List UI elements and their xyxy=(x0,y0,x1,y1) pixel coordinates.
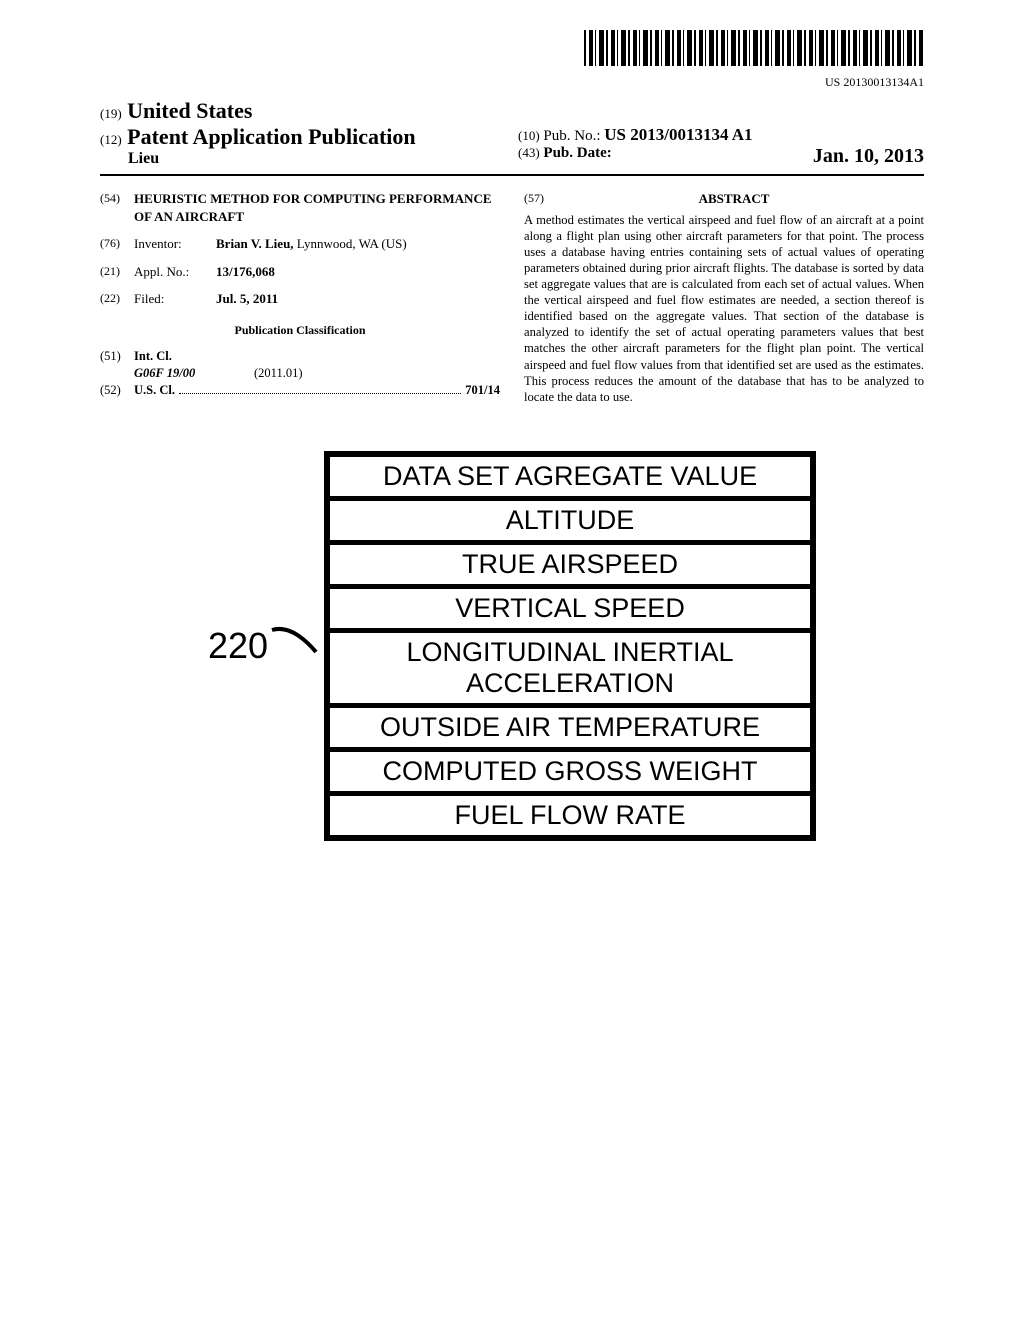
title-code: (54) xyxy=(100,190,134,225)
country-line: (19) United States xyxy=(100,98,506,124)
intcl-label: Int. Cl. xyxy=(134,349,172,363)
appl-code: (21) xyxy=(100,263,134,281)
dotted-leader xyxy=(179,393,461,394)
figure-area: 220 DATA SET AGREGATE VALUE ALTITUDE TRU… xyxy=(100,451,924,841)
abstract-body: A method estimates the vertical airspeed… xyxy=(524,212,924,405)
pubdate-code: (43) xyxy=(518,145,540,160)
appl-entry: (21) Appl. No.: 13/176,068 xyxy=(100,263,500,281)
pubdate-label-group: (43) Pub. Date: xyxy=(518,145,612,168)
inventor-label: Inventor: xyxy=(134,235,216,253)
abstract-header: (57) ABSTRACT xyxy=(524,190,924,212)
table-row: TRUE AIRSPEED xyxy=(330,545,810,589)
patent-page: US 20130013134A1 (19) United States (12)… xyxy=(0,0,1024,901)
filed-code: (22) xyxy=(100,290,134,308)
leader-line-icon xyxy=(274,628,318,664)
intcl-year: (2011.01) xyxy=(254,365,303,382)
pubno-value: US 2013/0013134 A1 xyxy=(604,125,752,144)
pubno-label: Pub. No.: xyxy=(543,128,600,144)
pub-class-heading: Publication Classification xyxy=(100,322,500,338)
pub-type-code: (12) xyxy=(100,132,122,147)
data-set-table: DATA SET AGREGATE VALUE ALTITUDE TRUE AI… xyxy=(324,451,816,841)
inventor-value: Brian V. Lieu, Lynnwood, WA (US) xyxy=(216,235,500,253)
pubdate-line: (43) Pub. Date: Jan. 10, 2013 xyxy=(518,145,924,168)
pubno-code: (10) xyxy=(518,128,540,143)
abstract-code: (57) xyxy=(524,190,544,212)
inventor-name: Brian V. Lieu, xyxy=(216,236,294,251)
appl-value: 13/176,068 xyxy=(216,264,275,279)
uscl-label: U.S. Cl. xyxy=(134,382,175,399)
table-row: ALTITUDE xyxy=(330,501,810,545)
barcode-graphic xyxy=(584,30,924,66)
table-row: COMPUTED GROSS WEIGHT xyxy=(330,752,810,796)
pubdate-label: Pub. Date: xyxy=(543,145,611,161)
barcode-area xyxy=(100,30,924,71)
filed-value: Jul. 5, 2011 xyxy=(216,291,278,306)
table-row: DATA SET AGREGATE VALUE xyxy=(330,457,810,501)
country-code: (19) xyxy=(100,106,122,121)
header-left: (19) United States (12) Patent Applicati… xyxy=(100,98,506,168)
right-column: (57) ABSTRACT A method estimates the ver… xyxy=(524,190,924,405)
intcl-value: G06F 19/00 xyxy=(134,365,254,382)
abstract-heading: ABSTRACT xyxy=(544,190,924,208)
pubdate-value: Jan. 10, 2013 xyxy=(813,145,924,168)
header-right: (10) Pub. No.: US 2013/0013134 A1 (43) P… xyxy=(506,125,924,168)
inventor-code: (76) xyxy=(100,235,134,253)
left-column: (54) HEURISTIC METHOD FOR COMPUTING PERF… xyxy=(100,190,500,405)
uscl-value: 701/14 xyxy=(465,382,500,399)
country-name: United States xyxy=(127,98,252,123)
filed-label: Filed: xyxy=(134,290,216,308)
table-row: LONGITUDINAL INERTIAL ACCELERATION xyxy=(330,633,810,708)
pub-type: Patent Application Publication xyxy=(127,124,415,149)
barcode-text: US 20130013134A1 xyxy=(100,75,924,90)
header-row: (19) United States (12) Patent Applicati… xyxy=(100,98,924,176)
appl-label: Appl. No.: xyxy=(134,263,216,281)
pub-type-line: (12) Patent Application Publication xyxy=(100,124,506,150)
intcl-code: (51) xyxy=(100,348,134,365)
intcl-value-row: G06F 19/00 (2011.01) xyxy=(100,365,500,382)
table-row: OUTSIDE AIR TEMPERATURE xyxy=(330,708,810,752)
title-entry: (54) HEURISTIC METHOD FOR COMPUTING PERF… xyxy=(100,190,500,225)
table-row: FUEL FLOW RATE xyxy=(330,796,810,835)
figure-reference-number: 220 xyxy=(208,625,268,667)
uscl-code: (52) xyxy=(100,382,134,399)
biblio-columns: (54) HEURISTIC METHOD FOR COMPUTING PERF… xyxy=(100,190,924,405)
uscl-row: (52) U.S. Cl. 701/14 xyxy=(100,382,500,399)
filed-entry: (22) Filed: Jul. 5, 2011 xyxy=(100,290,500,308)
inventor-location: Lynnwood, WA (US) xyxy=(297,236,407,251)
pubno-line: (10) Pub. No.: US 2013/0013134 A1 xyxy=(518,125,924,145)
author-name: Lieu xyxy=(128,150,506,168)
invention-title: HEURISTIC METHOD FOR COMPUTING PERFORMAN… xyxy=(134,190,500,225)
inventor-entry: (76) Inventor: Brian V. Lieu, Lynnwood, … xyxy=(100,235,500,253)
intcl-row: (51) Int. Cl. xyxy=(100,348,500,365)
table-row: VERTICAL SPEED xyxy=(330,589,810,633)
